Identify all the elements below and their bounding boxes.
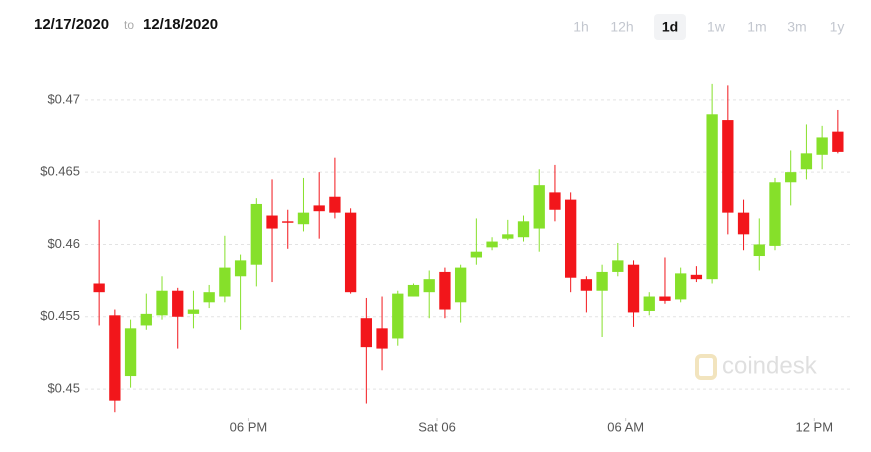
candle-body (596, 271, 608, 291)
range-button[interactable]: 1m (747, 19, 766, 35)
range-button[interactable]: 1y (830, 19, 845, 35)
candle-body (800, 153, 813, 170)
range-button[interactable]: 1d (662, 19, 678, 35)
candle-body (706, 114, 718, 280)
date-to: 12/18/2020 (143, 16, 218, 33)
candle-body (612, 260, 624, 272)
candle-body (187, 309, 200, 314)
plot-area: $0.45 $0.455 $0.46 $0.465 $0.47 06 PM Sat 06 06… (40, 83, 852, 434)
candle-body (454, 267, 467, 303)
watermark-icon (695, 354, 717, 380)
x-tick-label: 06 PM (230, 419, 268, 434)
candle-body (659, 296, 671, 301)
candle-body (832, 131, 844, 152)
candle-body (109, 315, 121, 401)
candle-body (266, 215, 278, 229)
candle-body (203, 292, 215, 303)
range-button[interactable]: 1w (707, 19, 726, 35)
candle-body (549, 192, 561, 210)
candle-body (360, 318, 372, 348)
candle-body (533, 185, 545, 229)
candle-body (234, 260, 247, 277)
range-selector: 1h 12h 1d 1w 1m 3m 1y (573, 14, 844, 40)
x-tick-label: 06 AM (607, 419, 644, 434)
candle-body (344, 212, 357, 293)
candle-body (392, 293, 404, 339)
candle-body (297, 212, 310, 225)
candle-body (423, 279, 435, 293)
candle-body (329, 196, 341, 213)
candle-body (627, 264, 640, 313)
watermark-text: coindesk (722, 352, 818, 379)
candle-body (517, 221, 530, 238)
candle-body (156, 290, 168, 316)
range-highlight (654, 14, 686, 40)
candle-body (219, 267, 231, 297)
candle-body (124, 328, 137, 377)
range-button[interactable]: 1h (573, 19, 589, 35)
y-tick-label: $0.45 (47, 381, 80, 396)
candle-body (816, 137, 828, 155)
x-tick-label: Sat 06 (418, 419, 456, 434)
candle-body (172, 290, 184, 317)
range-button[interactable]: 12h (610, 19, 633, 35)
candle-body (643, 296, 655, 311)
y-tick-label: $0.465 (40, 164, 80, 179)
candle-body (282, 221, 294, 223)
candle-body (722, 120, 734, 213)
candle-body (486, 241, 498, 248)
candle-body (580, 279, 593, 291)
range-button[interactable]: 3m (787, 19, 806, 35)
x-tick-label: 12 PM (795, 419, 833, 434)
candle-body (250, 203, 262, 265)
candle-body (93, 283, 105, 293)
date-separator: to (124, 18, 134, 32)
candle-body (785, 172, 797, 183)
y-tick-label: $0.46 (47, 236, 80, 251)
watermark: coindesk (695, 352, 818, 380)
candle-body (140, 313, 152, 326)
candle-body (502, 234, 514, 239)
candle-body (376, 328, 388, 349)
candle-body (690, 274, 703, 280)
candle-body (565, 199, 577, 278)
candle-body (407, 284, 420, 297)
candle-body (753, 244, 765, 257)
candle-body (439, 271, 451, 310)
candle-body (313, 205, 325, 212)
y-tick-label: $0.47 (47, 91, 80, 106)
candle-body (737, 212, 750, 235)
candle-body (675, 273, 687, 300)
date-from: 12/17/2020 (34, 16, 109, 33)
candle-body (769, 182, 781, 246)
y-tick-label: $0.455 (40, 308, 80, 323)
candle-body (470, 251, 483, 258)
